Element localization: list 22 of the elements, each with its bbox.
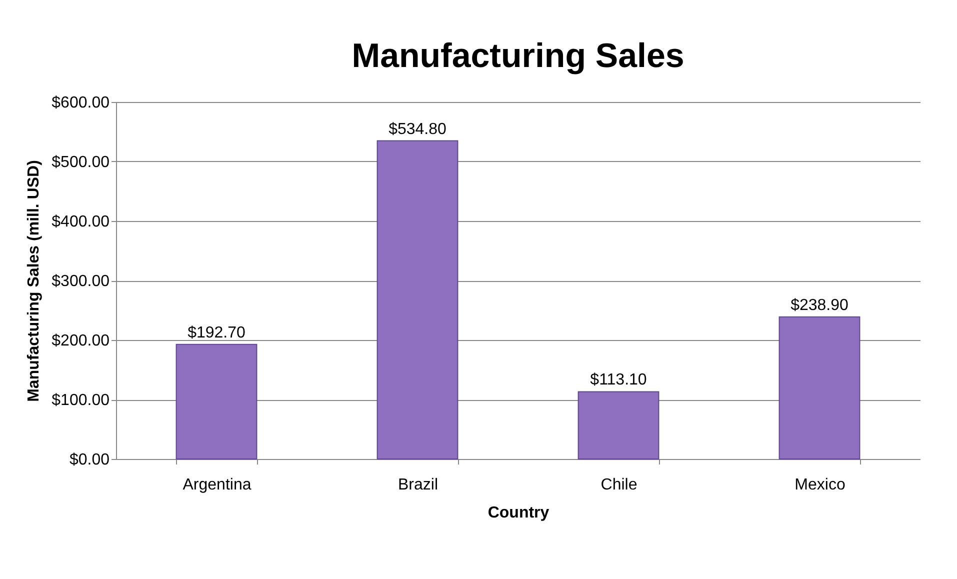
y-tick-label: $400.00: [52, 214, 110, 230]
y-tick-label: $0.00: [69, 452, 110, 468]
data-label: $113.10: [590, 372, 647, 389]
y-tick-label: $300.00: [52, 273, 110, 290]
x-tick-label: Mexico: [794, 476, 846, 494]
x-tick-label: Chile: [600, 476, 638, 494]
y-tick-label: $200.00: [52, 332, 110, 350]
bar: [578, 391, 660, 460]
data-label: $238.90: [790, 296, 849, 314]
x-axis-title: Country: [488, 504, 550, 522]
x-tick-label: Argentina: [182, 476, 252, 494]
data-label: $192.70: [188, 324, 246, 342]
data-label: $534.80: [388, 120, 447, 138]
bar: [778, 316, 860, 460]
y-tick-label: $500.00: [52, 154, 110, 171]
x-tick-label: Brazil: [398, 476, 438, 494]
bar: [376, 140, 458, 460]
bar: [176, 344, 258, 460]
y-tick-label: $100.00: [52, 392, 110, 409]
y-axis-title: Manufacturing Sales (mill. USD): [26, 160, 43, 402]
y-tick-label: $600.00: [52, 94, 110, 112]
chart-title: Manufacturing Sales: [352, 37, 684, 75]
